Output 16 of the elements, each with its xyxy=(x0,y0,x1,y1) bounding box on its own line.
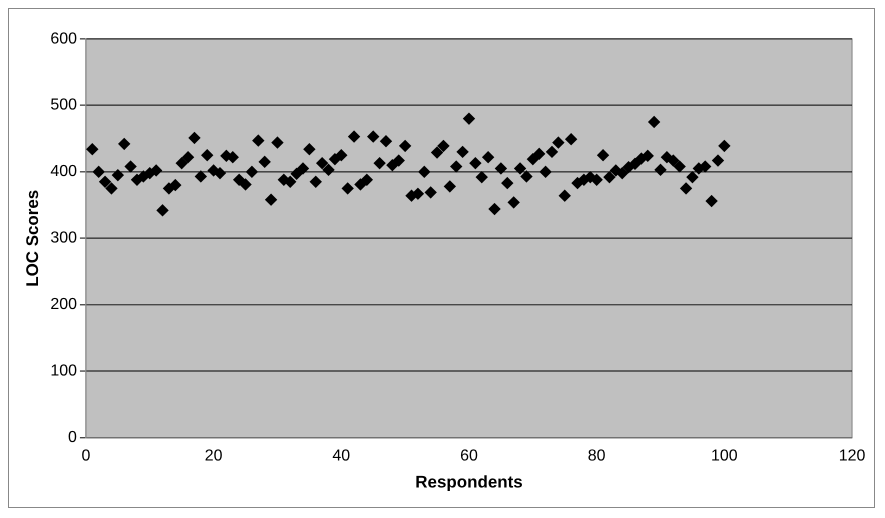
y-tick-label: 100 xyxy=(50,362,78,380)
x-tick-label: 20 xyxy=(204,448,223,465)
x-tick-label: 80 xyxy=(588,448,606,465)
y-tick-label: 0 xyxy=(68,429,78,446)
y-tick-label: 600 xyxy=(50,30,78,48)
y-tick-label: 200 xyxy=(50,296,78,314)
x-tick-label: 60 xyxy=(460,448,478,465)
y-axis-title: LOC Scores xyxy=(22,190,42,287)
x-tick-label: 40 xyxy=(332,448,350,465)
y-tick-label: 300 xyxy=(50,230,78,247)
x-tick-label: 100 xyxy=(711,448,738,465)
y-tick-label: 500 xyxy=(50,96,78,114)
x-axis-title: Respondents xyxy=(415,472,523,492)
y-tick-label: 400 xyxy=(50,163,78,180)
x-tick-label: 0 xyxy=(81,448,90,465)
x-tick-label: 120 xyxy=(838,448,866,465)
